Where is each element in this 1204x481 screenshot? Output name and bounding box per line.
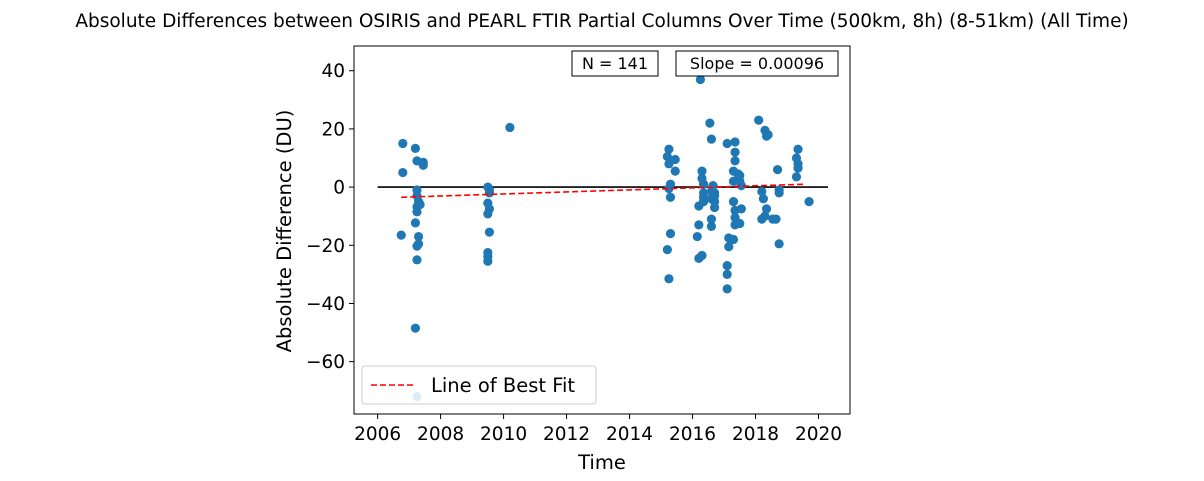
- x-axis: 2006 2008 2010 2012 2014 2016 2018 2020: [354, 414, 842, 445]
- data-point: [692, 231, 702, 242]
- x-tick-label: 2010: [480, 424, 527, 445]
- data-point: [706, 134, 717, 144]
- data-point: [706, 221, 717, 231]
- data-point: [483, 256, 493, 266]
- data-point: [697, 166, 707, 176]
- data-point: [736, 181, 746, 191]
- data-point: [396, 230, 406, 240]
- data-point: [418, 160, 428, 170]
- data-point: [695, 74, 706, 85]
- data-point: [413, 231, 424, 242]
- plot-frame: [353, 45, 851, 415]
- data-point: [804, 197, 814, 207]
- legend-label-best-fit: Line of Best Fit: [431, 374, 575, 397]
- n-annotation-text: N = 141: [582, 54, 648, 73]
- data-point: [722, 138, 732, 149]
- slope-annotation: Slope = 0.00096: [675, 50, 839, 77]
- data-point: [757, 186, 767, 197]
- y-tick-label: 20: [321, 119, 345, 140]
- legend: Line of Best Fit: [361, 365, 597, 405]
- data-point: [724, 242, 734, 252]
- data-point: [665, 192, 676, 202]
- data-point: [410, 218, 421, 228]
- data-point: [763, 130, 773, 140]
- x-axis-label: Time: [577, 451, 626, 474]
- x-tick-label: 2012: [543, 424, 590, 445]
- data-point: [664, 274, 674, 284]
- slope-annotation-box: [675, 50, 839, 77]
- y-axis: −60 −40 −20 0 20 40: [306, 61, 354, 373]
- data-point: [735, 218, 745, 229]
- data-point: [483, 209, 493, 219]
- y-tick-label: 40: [321, 61, 345, 82]
- x-tick-label: 2006: [354, 424, 401, 445]
- data-point: [730, 137, 740, 147]
- chart-title: Absolute Differences between OSIRIS and …: [75, 11, 1128, 32]
- data-point: [412, 241, 422, 251]
- x-tick-label: 2020: [795, 424, 842, 445]
- data-point: [761, 204, 772, 214]
- data-point: [728, 234, 739, 245]
- data-point: [722, 284, 732, 294]
- legend-box: [361, 365, 597, 405]
- data-point: [758, 194, 768, 204]
- data-point: [793, 163, 803, 173]
- slope-annotation-text: Slope = 0.00096: [690, 54, 824, 73]
- data-point: [705, 118, 715, 128]
- n-annotation: N = 141: [571, 50, 659, 77]
- data-point: [733, 169, 743, 179]
- data-point: [670, 154, 680, 165]
- data-point: [791, 172, 802, 182]
- x-tick-label: 2014: [606, 424, 653, 445]
- data-point: [774, 239, 784, 249]
- data-point: [728, 176, 739, 186]
- data-point: [662, 245, 672, 255]
- data-point: [698, 179, 709, 189]
- data-point: [697, 250, 707, 261]
- data-point: [664, 183, 674, 194]
- data-point: [774, 188, 784, 198]
- x-tick-label: 2018: [732, 424, 779, 445]
- y-tick-label: 0: [333, 178, 345, 199]
- data-point: [412, 255, 422, 265]
- data-point: [722, 261, 732, 271]
- data-point: [730, 156, 740, 166]
- x-tick-label: 2016: [669, 424, 716, 445]
- y-tick-label: −40: [306, 294, 345, 315]
- data-point: [505, 122, 515, 133]
- data-point: [670, 166, 680, 176]
- n-annotation-box: [571, 50, 659, 77]
- data-point: [694, 220, 704, 230]
- data-point: [410, 323, 421, 333]
- data-point: [793, 144, 803, 154]
- data-point: [484, 227, 495, 237]
- data-point: [730, 147, 740, 157]
- data-point: [728, 197, 739, 207]
- y-tick-label: −60: [306, 352, 345, 373]
- best-fit-line: [401, 183, 806, 199]
- data-point: [772, 165, 783, 175]
- data-point: [722, 269, 732, 279]
- data-point: [771, 214, 781, 224]
- data-point: [664, 144, 674, 154]
- data-point: [398, 167, 408, 178]
- data-point: [754, 115, 764, 125]
- x-tick-label: 2008: [417, 424, 464, 445]
- data-point: [398, 138, 408, 149]
- data-point: [412, 207, 422, 217]
- data-point: [415, 199, 425, 210]
- y-tick-label: −20: [306, 236, 345, 257]
- data-point: [706, 214, 717, 224]
- data-point: [665, 229, 676, 239]
- data-points: [396, 60, 814, 402]
- y-axis-label: Absolute Difference (DU): [273, 110, 296, 353]
- data-point: [484, 188, 495, 198]
- data-point: [410, 143, 421, 153]
- data-point: [698, 197, 709, 207]
- data-point: [760, 211, 770, 221]
- data-point: [662, 151, 672, 162]
- data-point: [709, 202, 720, 213]
- data-point: [736, 204, 746, 214]
